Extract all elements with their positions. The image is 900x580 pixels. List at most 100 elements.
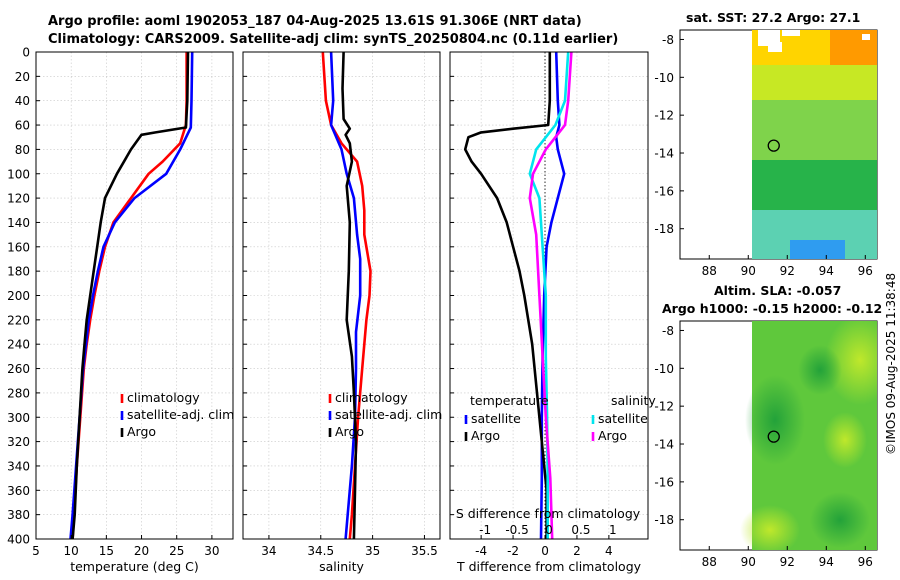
temperature-legend-label: satellite-adj. clim bbox=[127, 407, 234, 422]
depth-tick-label: 400 bbox=[7, 533, 30, 547]
sla-high-anomaly-2 bbox=[823, 412, 867, 468]
sla-float-marker bbox=[767, 430, 780, 443]
difference-series-s-argo bbox=[528, 51, 573, 540]
salinity-x-axis-label: salinity bbox=[319, 559, 364, 574]
map-lon-tick-label: 94 bbox=[819, 555, 834, 569]
sla-low-anomaly-2 bbox=[798, 345, 842, 395]
map-lon-tick-label: 90 bbox=[741, 264, 756, 278]
salinity-series-argo bbox=[341, 51, 358, 540]
sla-high-anomaly-3 bbox=[740, 505, 800, 550]
difference-x-axis-label: T difference from climatology bbox=[456, 559, 642, 574]
map-lon-tick-label: 94 bbox=[819, 264, 834, 278]
difference-s-tick-label: 0.5 bbox=[571, 523, 590, 537]
difference-x-tick-label: 2 bbox=[573, 544, 581, 558]
salinity-legend-label: Argo bbox=[335, 424, 364, 439]
depth-tick-label: 80 bbox=[15, 143, 30, 157]
sst-field-yellowgreen-band bbox=[752, 65, 877, 100]
sst-field-green-band bbox=[752, 160, 877, 210]
depth-tick-label: 340 bbox=[7, 459, 30, 473]
salinity-x-tick-label: 35 bbox=[365, 544, 380, 558]
depth-tick-label: 40 bbox=[15, 94, 30, 108]
map-lat-tick-label: -16 bbox=[654, 184, 674, 198]
salinity-x-tick-label: 35.5 bbox=[411, 544, 438, 558]
temperature-x-tick-label: 5 bbox=[32, 544, 40, 558]
depth-tick-label: 280 bbox=[7, 386, 30, 400]
temperature-legend-label: Argo bbox=[127, 424, 156, 439]
map-lon-tick-label: 90 bbox=[741, 555, 756, 569]
temperature-x-tick-label: 10 bbox=[64, 544, 79, 558]
difference-x-tick-label: 4 bbox=[605, 544, 613, 558]
temperature-x-tick-label: 30 bbox=[204, 544, 219, 558]
depth-tick-label: 380 bbox=[7, 508, 30, 522]
difference-legend-salinity-heading: salinity bbox=[611, 393, 656, 408]
salinity-series-climatology bbox=[321, 51, 372, 540]
salinity-legend-label: climatology bbox=[335, 390, 408, 405]
depth-tick-label: 20 bbox=[15, 70, 30, 84]
map-lat-tick-label: -10 bbox=[654, 71, 674, 85]
panel-difference: -4 -2 0 2 4T difference from climatology temp… bbox=[449, 51, 656, 574]
salinity-x-tick-label: 34 bbox=[261, 544, 276, 558]
difference-legend-temperature-heading: temperature bbox=[470, 393, 549, 408]
sla-panel-title-line1: Altim. SLA: -0.057 bbox=[714, 283, 842, 298]
map-lon-tick-label: 96 bbox=[858, 555, 873, 569]
sst-cloud-gap-2 bbox=[768, 42, 782, 52]
depth-tick-label: 160 bbox=[7, 240, 30, 254]
sla-map: 88 90 92 94 96 -8 -10 -12 -14 -16 -18 bbox=[654, 320, 878, 569]
map-lat-tick-label: -12 bbox=[654, 400, 674, 414]
difference-legend-t-label: Argo bbox=[471, 428, 500, 443]
sst-map: 88 90 92 94 96 -8 -10 -12 -14 -16 -18 bbox=[654, 29, 878, 278]
difference-x-tick-label: -4 bbox=[475, 544, 487, 558]
map-lon-tick-label: 88 bbox=[702, 264, 717, 278]
map-lat-tick-label: -8 bbox=[662, 33, 674, 47]
map-lat-tick-label: -12 bbox=[654, 109, 674, 123]
map-lat-tick-label: -18 bbox=[654, 513, 674, 527]
map-lon-tick-label: 92 bbox=[780, 555, 795, 569]
difference-s-axis-label: S difference from climatology bbox=[456, 506, 641, 521]
sst-float-marker bbox=[767, 139, 780, 152]
map-lon-tick-label: 96 bbox=[858, 264, 873, 278]
sst-cloud-gap-3 bbox=[782, 30, 800, 36]
map-lon-tick-label: 88 bbox=[702, 555, 717, 569]
figure-title-line1: Argo profile: aoml 1902053_187 04-Aug-20… bbox=[48, 14, 582, 29]
difference-series-t-satellite bbox=[539, 51, 566, 540]
temperature-series-argo bbox=[71, 51, 190, 540]
temperature-x-tick-label: 15 bbox=[99, 544, 114, 558]
salinity-legend-label: satellite-adj. clim bbox=[335, 407, 442, 422]
salinity-series-satellite-adj-clim bbox=[329, 51, 362, 540]
difference-legend-s-label: Argo bbox=[598, 428, 627, 443]
map-lat-tick-label: -10 bbox=[654, 362, 674, 376]
depth-tick-label: 200 bbox=[7, 289, 30, 303]
depth-tick-label: 260 bbox=[7, 362, 30, 376]
difference-s-tick-label: 1 bbox=[609, 523, 617, 537]
sst-field-lightgreen-band bbox=[752, 100, 877, 160]
depth-tick-label: 140 bbox=[7, 216, 30, 230]
temperature-x-axis-label: temperature (deg C) bbox=[70, 559, 199, 574]
difference-legend-s-label: satellite bbox=[598, 411, 648, 426]
difference-series-t-argo bbox=[463, 52, 552, 539]
depth-tick-label: 360 bbox=[7, 484, 30, 498]
depth-tick-label: 60 bbox=[15, 119, 30, 133]
depth-tick-label: 220 bbox=[7, 313, 30, 327]
difference-x-tick-label: -2 bbox=[507, 544, 519, 558]
depth-tick-label: 300 bbox=[7, 411, 30, 425]
map-lat-tick-label: -18 bbox=[654, 222, 674, 236]
sla-low-anomaly-1 bbox=[745, 375, 805, 465]
panel-temperature: 5 10 15 20 25 30 temperature (deg C) 0 20 40 60 80 1… bbox=[7, 46, 234, 575]
temperature-legend-label: climatology bbox=[127, 390, 200, 405]
depth-tick-label: 180 bbox=[7, 265, 30, 279]
temperature-x-tick-label: 20 bbox=[134, 544, 149, 558]
difference-legend-t-label: satellite bbox=[471, 411, 521, 426]
map-lat-tick-label: -16 bbox=[654, 475, 674, 489]
depth-tick-label: 120 bbox=[7, 192, 30, 206]
sla-low-anomaly-3 bbox=[810, 492, 870, 548]
panel-salinity: 34 34.5 35 35.5 salinity climatology satellite… bbox=[242, 51, 442, 574]
difference-s-tick-label: 0 bbox=[545, 523, 553, 537]
map-lon-tick-label: 92 bbox=[780, 264, 795, 278]
figure-title-line2: Climatology: CARS2009. Satellite-adj cli… bbox=[48, 32, 619, 47]
depth-tick-label: 100 bbox=[7, 167, 30, 181]
difference-x-tick-label: 0 bbox=[541, 544, 549, 558]
map-lat-tick-label: -8 bbox=[662, 324, 674, 338]
salinity-x-tick-label: 34.5 bbox=[307, 544, 334, 558]
sst-panel-title: sat. SST: 27.2 Argo: 27.1 bbox=[686, 10, 861, 25]
